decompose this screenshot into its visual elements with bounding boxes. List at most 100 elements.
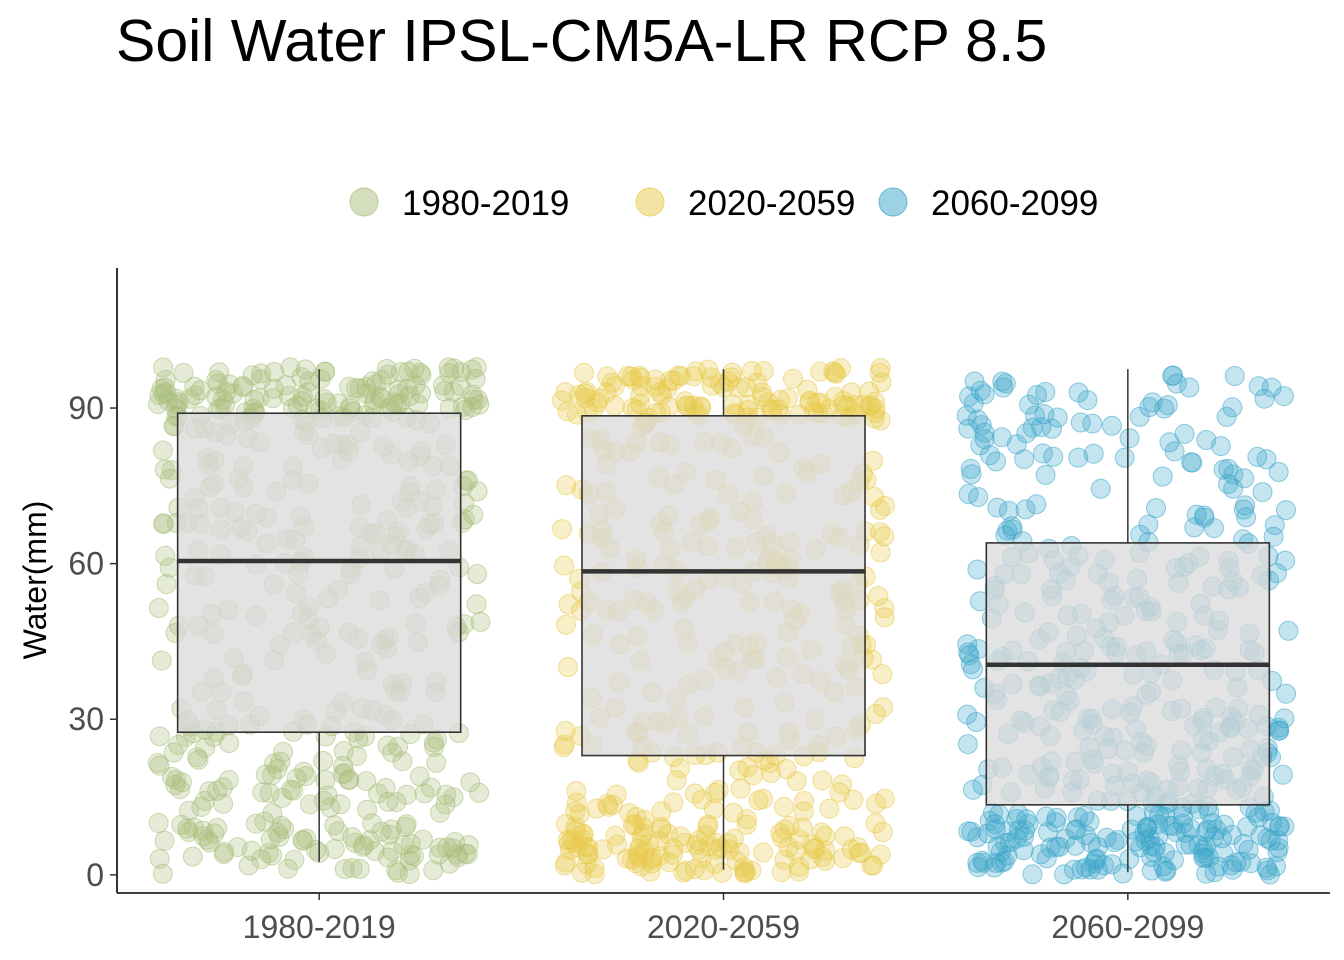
data-point <box>1222 859 1243 880</box>
data-point <box>404 358 425 379</box>
data-point <box>1174 423 1195 444</box>
data-point <box>1266 563 1287 584</box>
data-point <box>275 375 296 396</box>
data-point <box>848 837 868 858</box>
data-point <box>575 387 596 408</box>
data-point <box>629 365 650 386</box>
data-point <box>219 733 240 754</box>
data-point <box>631 376 652 397</box>
data-point <box>990 841 1011 862</box>
data-point <box>1016 423 1037 444</box>
data-point <box>357 799 378 820</box>
data-point <box>1074 806 1095 826</box>
data-point <box>792 817 813 838</box>
data-point <box>1254 388 1275 409</box>
data-point <box>851 842 872 863</box>
data-point <box>1152 466 1173 487</box>
data-point <box>1213 843 1234 864</box>
data-point <box>267 759 288 779</box>
data-point <box>444 358 465 379</box>
data-point <box>1268 462 1289 482</box>
data-point <box>870 542 891 563</box>
data-point <box>1276 683 1297 704</box>
data-point <box>956 405 977 426</box>
data-point <box>960 654 981 675</box>
legend-label: 1980-2019 <box>402 184 569 223</box>
data-point <box>153 383 174 404</box>
legend-key <box>349 187 379 217</box>
data-point <box>1269 816 1290 837</box>
data-point <box>1221 824 1242 845</box>
data-point <box>263 388 283 409</box>
data-point <box>592 839 613 860</box>
data-point <box>184 376 205 397</box>
data-point <box>375 778 396 798</box>
data-point <box>823 361 844 382</box>
data-point <box>399 850 420 871</box>
data-point <box>388 379 409 400</box>
data-point <box>825 387 846 407</box>
data-point <box>832 848 853 869</box>
data-point <box>624 814 645 835</box>
data-point <box>392 751 413 772</box>
data-point <box>264 362 285 382</box>
data-point <box>736 814 757 835</box>
data-point <box>1014 826 1034 847</box>
data-point <box>992 371 1013 392</box>
data-point <box>566 792 587 813</box>
data-point <box>297 382 318 403</box>
data-point <box>161 766 182 787</box>
legend-key <box>878 187 908 217</box>
data-point <box>154 459 175 480</box>
data-point <box>293 761 314 782</box>
legend: 1980-2019 2020-2059 2060-2099 <box>349 184 1098 223</box>
data-point <box>168 734 189 755</box>
data-point <box>1032 443 1053 464</box>
data-point <box>697 816 718 837</box>
data-point <box>1022 864 1043 885</box>
data-point <box>967 827 988 848</box>
data-point <box>1104 832 1125 853</box>
data-point <box>872 664 893 685</box>
data-point <box>684 783 705 804</box>
data-point <box>864 486 884 507</box>
data-point <box>1261 377 1282 398</box>
data-point <box>737 757 758 778</box>
data-point <box>223 383 244 404</box>
data-point <box>987 497 1008 518</box>
data-point <box>206 370 227 391</box>
data-point <box>684 859 705 880</box>
data-point <box>551 390 572 411</box>
data-point <box>1250 825 1271 846</box>
data-point <box>1077 390 1098 411</box>
data-point <box>1166 822 1186 843</box>
data-point <box>192 820 213 841</box>
data-point <box>805 838 826 859</box>
data-point <box>1216 406 1237 427</box>
data-point <box>283 780 304 801</box>
data-point <box>788 861 809 882</box>
data-point <box>295 359 316 380</box>
data-point <box>602 372 622 393</box>
data-point <box>651 801 672 822</box>
data-point <box>1016 809 1037 830</box>
data-point <box>734 857 755 878</box>
data-point <box>1275 550 1296 571</box>
data-point <box>1067 807 1088 828</box>
data-point <box>865 793 886 814</box>
data-point <box>378 847 398 868</box>
data-point <box>315 361 336 382</box>
data-point <box>1252 482 1273 503</box>
data-point <box>1224 366 1245 386</box>
iqr-box <box>985 542 1271 806</box>
data-point <box>1036 806 1057 827</box>
data-point <box>712 862 733 883</box>
data-point <box>1086 848 1107 869</box>
data-point <box>1134 823 1155 844</box>
data-point <box>1264 515 1285 536</box>
data-point <box>770 390 791 410</box>
data-point <box>753 842 774 863</box>
data-point <box>997 845 1018 866</box>
data-point <box>812 770 833 791</box>
data-point <box>565 816 586 837</box>
